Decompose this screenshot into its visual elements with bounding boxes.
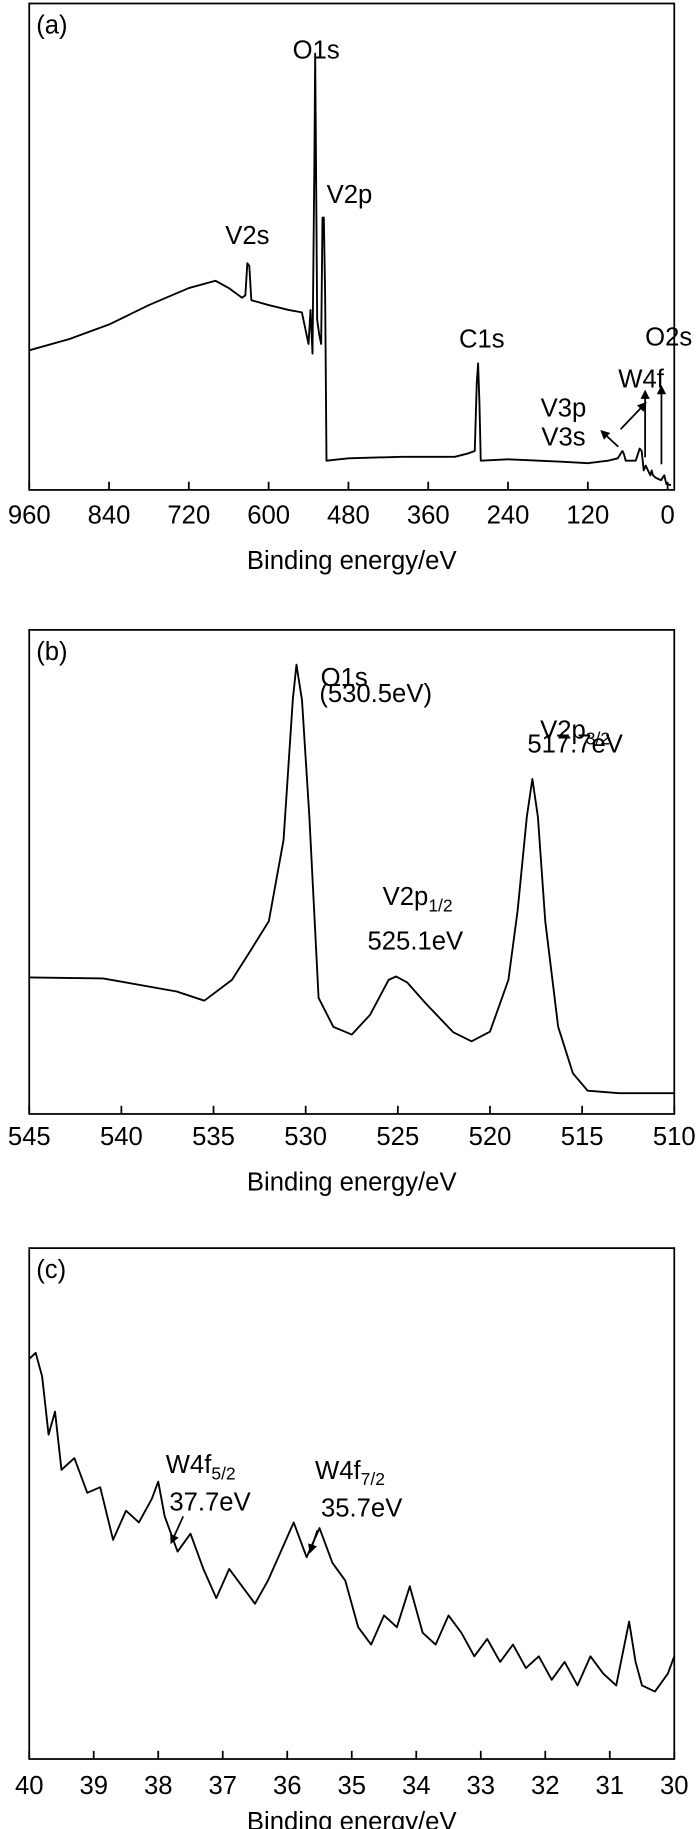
x-tick-label: 525 xyxy=(376,1123,419,1151)
annotation: 35.7eV xyxy=(321,1494,402,1522)
annotation-text: V2p xyxy=(383,883,429,911)
annotation-text: 517.7eV xyxy=(527,730,623,758)
x-tick-label: 360 xyxy=(407,502,450,530)
annotation-text: C1s xyxy=(459,325,505,353)
annotation-text: V2p xyxy=(540,716,586,744)
x-tick-label: 32 xyxy=(531,1772,560,1800)
annotation-text: O1s xyxy=(293,36,340,64)
x-tick-label: 540 xyxy=(100,1123,143,1151)
annotation-subscript: 5/2 xyxy=(211,1463,235,1483)
annotation-text: V3s xyxy=(541,423,585,451)
x-tick-label: 535 xyxy=(192,1123,235,1151)
x-tick-label: 510 xyxy=(653,1123,696,1151)
annotation-text: (530.5eV) xyxy=(319,680,432,708)
x-axis-label: Binding energy/eV xyxy=(247,547,457,575)
x-tick-label: 37 xyxy=(208,1772,237,1800)
annotation: 525.1eV xyxy=(368,927,464,955)
annotation-text: 525.1eV xyxy=(368,927,464,955)
x-tick-label: 545 xyxy=(8,1123,51,1151)
x-tick-label: 30 xyxy=(660,1772,689,1800)
spectrum-line xyxy=(28,1351,676,1693)
annotation-text: W4f xyxy=(166,1451,212,1479)
x-tick-label: 36 xyxy=(273,1772,302,1800)
x-tick-label: 960 xyxy=(8,502,51,530)
x-tick-label: 480 xyxy=(327,502,370,530)
annotation-text: W4f xyxy=(618,365,664,393)
annotation: V3p xyxy=(541,394,587,422)
x-tick-label: 720 xyxy=(167,502,210,530)
x-tick-label: 31 xyxy=(595,1772,624,1800)
annotation: W4f7/2 xyxy=(315,1457,385,1489)
annotation: C1s xyxy=(459,325,505,353)
annotation-subscript: 1/2 xyxy=(428,895,452,915)
annotation: W4f5/2 xyxy=(166,1451,236,1483)
annotation: (530.5eV) xyxy=(319,680,432,708)
spectrum-line xyxy=(29,663,675,1095)
annotation: V2p3/2 xyxy=(540,716,610,748)
x-tick-label: 520 xyxy=(469,1123,512,1151)
annotation: O2s xyxy=(645,323,692,351)
annotation-text: V2s xyxy=(225,222,269,250)
annotation-text: 37.7eV xyxy=(169,1488,250,1516)
annotation-arrow xyxy=(308,1530,319,1554)
annotation-subscript: 7/2 xyxy=(361,1469,385,1489)
annotation: V3s xyxy=(541,423,585,451)
x-tick-label: 35 xyxy=(337,1772,366,1800)
annotation-arrow xyxy=(170,1516,184,1545)
annotation: O1s xyxy=(293,36,340,64)
spectrum-line xyxy=(28,52,672,486)
x-tick-label: 530 xyxy=(284,1123,327,1151)
annotation-subscript: 3/2 xyxy=(586,728,610,748)
x-tick-label: 600 xyxy=(247,502,290,530)
x-tick-label: 39 xyxy=(79,1772,108,1800)
annotation-text: W4f xyxy=(315,1457,361,1485)
annotation: V2s xyxy=(225,222,269,250)
annotation-arrow xyxy=(600,430,619,448)
annotation: W4f xyxy=(618,365,664,393)
annotation-arrow xyxy=(619,401,647,430)
x-axis-label: Binding energy/eV xyxy=(247,1169,457,1197)
x-tick-label: 34 xyxy=(402,1772,431,1800)
x-tick-label: 33 xyxy=(466,1772,495,1800)
panel-label: (c) xyxy=(36,1256,66,1284)
plot-frame xyxy=(28,629,676,1115)
x-tick-label: 240 xyxy=(487,502,530,530)
panel-label: (b) xyxy=(36,638,67,666)
annotation-text: O1s xyxy=(321,664,368,692)
annotation-text: V2p xyxy=(327,181,373,209)
annotation: 37.7eV xyxy=(169,1488,250,1516)
annotation-text: 35.7eV xyxy=(321,1494,402,1522)
x-tick-label: 0 xyxy=(660,502,674,530)
x-tick-label: 38 xyxy=(144,1772,173,1800)
annotation: V2p xyxy=(327,181,373,209)
plot-frame xyxy=(28,2,676,491)
x-tick-label: 840 xyxy=(88,502,131,530)
x-tick-label: 515 xyxy=(561,1123,604,1151)
annotation-text: O2s xyxy=(645,323,692,351)
annotation: O1s xyxy=(321,664,368,692)
annotation-text: V3p xyxy=(541,394,587,422)
x-axis-label: Binding energy/eV xyxy=(247,1808,457,1829)
x-tick-label: 120 xyxy=(566,502,609,530)
annotation: 517.7eV xyxy=(527,730,623,758)
x-tick-label: 40 xyxy=(15,1772,44,1800)
annotation: V2p1/2 xyxy=(383,883,453,915)
panel-label: (a) xyxy=(36,12,67,40)
